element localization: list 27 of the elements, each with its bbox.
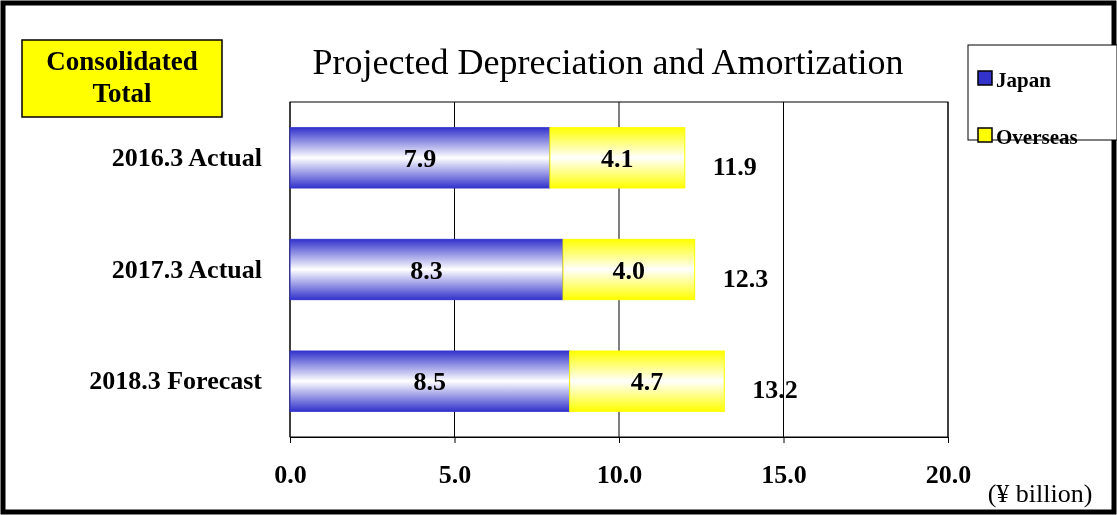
y-tick-label: 2017.3 Actual (111, 254, 262, 284)
x-tick-label: 15.0 (761, 460, 807, 490)
bar (562, 238, 696, 301)
data-label: 7.9 (403, 143, 437, 173)
x-tick-label: 20.0 (925, 460, 972, 490)
x-tick-label: 5.0 (438, 460, 472, 490)
bar (549, 127, 686, 189)
bar (289, 238, 564, 301)
data-label: 8.5 (413, 367, 447, 397)
data-label: 4.0 (612, 255, 646, 285)
data-label: 4.7 (630, 367, 664, 397)
text: Consolidated Total (46, 46, 198, 108)
y-tick-label: 2016.3 Actual (111, 143, 262, 173)
x-tick-label: 0.0 (274, 460, 307, 490)
legend-label: Overseas (996, 125, 1078, 150)
y-tick-label: 2018.3 Forecast (89, 366, 263, 396)
x-tick-label: 10.0 (596, 460, 643, 490)
legend-label: Japan (996, 68, 1052, 93)
data-label: 4.1 (601, 143, 634, 173)
bar (289, 350, 571, 412)
total-label: 11.9 (712, 151, 757, 181)
x-axis-title: (¥ billion) (987, 479, 1093, 508)
bar (289, 127, 551, 189)
chart-title: Projected Depreciation and Amortization (312, 42, 904, 82)
total-label: 12.3 (722, 263, 769, 293)
bar (569, 350, 725, 412)
data-label: 8.3 (410, 255, 443, 285)
